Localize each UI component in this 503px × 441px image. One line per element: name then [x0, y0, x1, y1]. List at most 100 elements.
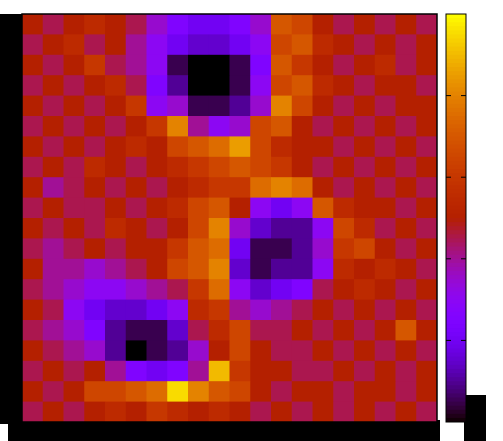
heat-cell	[167, 238, 189, 260]
heat-cell	[312, 238, 334, 260]
heat-cell	[84, 95, 106, 117]
colorbar-step	[446, 34, 466, 39]
colorbar-step	[446, 360, 466, 366]
heat-cell	[22, 156, 44, 178]
heat-cell	[125, 34, 147, 56]
colorbar-step	[446, 254, 466, 260]
heat-cell	[63, 156, 85, 178]
heat-cell	[188, 238, 210, 260]
heat-cell	[105, 340, 127, 362]
heat-cell	[229, 177, 251, 199]
heat-cell	[312, 299, 334, 321]
heat-cell	[229, 34, 251, 56]
heat-cell	[333, 360, 355, 382]
heat-cell	[63, 299, 85, 321]
heat-cell	[84, 54, 106, 76]
heat-cell	[146, 340, 168, 362]
heat-cell	[416, 360, 438, 382]
heat-cell	[333, 401, 355, 423]
heat-cell	[395, 95, 417, 117]
heat-cell	[416, 401, 438, 423]
heat-cell	[167, 34, 189, 56]
colorbar-step	[446, 413, 466, 419]
colorbar-step	[446, 91, 466, 97]
heat-cell	[374, 116, 396, 137]
colorbar-step	[446, 160, 466, 166]
heat-cell	[22, 136, 44, 158]
heat-cell	[354, 34, 376, 56]
heat-cell	[42, 136, 64, 158]
heat-cell	[333, 54, 355, 76]
heat-cell	[271, 238, 293, 260]
heat-cell	[105, 75, 127, 97]
heat-cell	[291, 177, 313, 199]
colorbar-frame	[445, 13, 467, 423]
colorbar-step	[446, 417, 466, 423]
heat-cell	[229, 360, 251, 382]
heat-cell	[167, 197, 189, 219]
heat-cell	[42, 238, 64, 260]
colorbar-step	[446, 291, 466, 297]
heat-cell	[188, 218, 210, 239]
heat-cell	[416, 177, 438, 199]
heat-cell	[42, 197, 64, 219]
heat-cell	[229, 258, 251, 280]
heat-cell	[229, 299, 251, 321]
heat-cell	[354, 116, 376, 137]
heat-cell	[250, 279, 272, 301]
heat-cell	[125, 177, 147, 199]
colorbar-step	[446, 336, 466, 341]
colorbar-step	[446, 303, 466, 309]
colorbar-step	[446, 405, 466, 411]
heat-cell	[125, 340, 147, 362]
heat-cell	[146, 14, 168, 35]
heat-cell	[250, 156, 272, 178]
heat-cell	[125, 279, 147, 301]
heat-cell	[167, 279, 189, 301]
heat-cell	[374, 340, 396, 362]
colorbar-step	[446, 169, 466, 174]
heat-cell	[333, 116, 355, 137]
heat-cell	[354, 340, 376, 362]
heat-cell	[84, 14, 106, 35]
heat-cell	[271, 54, 293, 76]
heat-cell	[84, 279, 106, 301]
colorbar-step	[446, 283, 466, 288]
heat-cell	[271, 320, 293, 341]
colorbar-step	[446, 148, 466, 154]
heat-cell	[250, 95, 272, 117]
heat-cell	[63, 14, 85, 35]
colorbar-step	[446, 242, 466, 248]
heat-cell	[42, 340, 64, 362]
heat-cell	[84, 401, 106, 423]
colorbar-step	[446, 79, 466, 84]
heat-cell	[291, 258, 313, 280]
heat-cell	[374, 156, 396, 178]
heat-cell	[395, 238, 417, 260]
heat-cell	[146, 197, 168, 219]
colorbar-step	[446, 209, 466, 215]
heat-cell	[229, 136, 251, 158]
heat-cell	[271, 401, 293, 423]
colorbar-step	[446, 30, 466, 35]
colorbar-step	[446, 132, 466, 137]
heat-cell	[395, 218, 417, 239]
heat-cell	[271, 381, 293, 403]
heat-cell	[312, 401, 334, 423]
colorbar-step	[446, 332, 466, 337]
shadow-colorbar	[464, 395, 486, 441]
heat-cell	[188, 14, 210, 35]
heat-cell	[271, 197, 293, 219]
heat-cell	[63, 218, 85, 239]
colorbar-step	[446, 124, 466, 129]
heat-cell	[208, 218, 230, 239]
heat-cell	[354, 401, 376, 423]
heat-cell	[333, 218, 355, 239]
heat-cell	[395, 34, 417, 56]
heat-cell	[312, 279, 334, 301]
colorbar-step	[446, 401, 466, 407]
heat-cell	[291, 54, 313, 76]
colorbar-step	[446, 328, 466, 333]
heat-cell	[84, 258, 106, 280]
heat-cell	[312, 381, 334, 403]
